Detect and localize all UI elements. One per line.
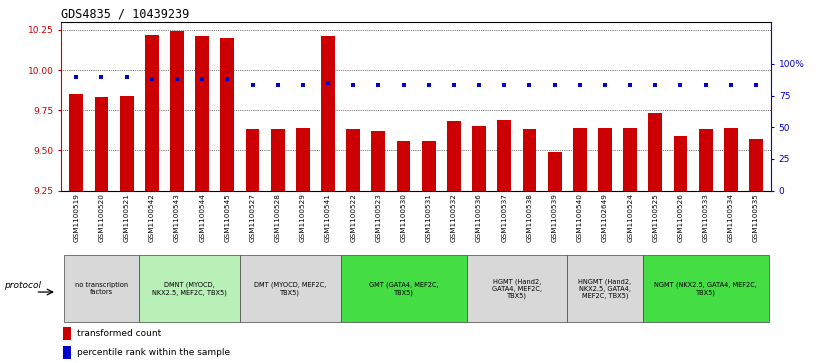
Point — [422, 83, 435, 89]
Point — [95, 74, 108, 79]
Point — [397, 83, 410, 89]
Point — [296, 83, 309, 89]
Bar — [698, 130, 712, 191]
Bar — [240, 256, 340, 322]
Text: protocol: protocol — [4, 281, 41, 290]
Bar — [623, 128, 637, 191]
Point — [322, 80, 335, 86]
Bar — [220, 38, 234, 191]
Point — [271, 83, 284, 89]
Text: DMNT (MYOCD,
NKX2.5, MEF2C, TBX5): DMNT (MYOCD, NKX2.5, MEF2C, TBX5) — [152, 282, 227, 295]
Bar — [673, 136, 687, 191]
Text: GMT (GATA4, MEF2C,
TBX5): GMT (GATA4, MEF2C, TBX5) — [369, 282, 438, 295]
Point — [574, 83, 587, 89]
Bar — [120, 96, 134, 191]
Bar — [170, 32, 184, 191]
Bar — [371, 131, 385, 191]
Point — [472, 83, 486, 89]
Point — [548, 83, 561, 89]
Bar — [140, 256, 240, 322]
Bar — [63, 346, 71, 359]
Bar — [497, 120, 511, 191]
Point — [120, 74, 133, 79]
Point — [749, 83, 762, 89]
Bar — [397, 141, 410, 191]
Text: no transcription
factors: no transcription factors — [75, 282, 128, 295]
Point — [70, 74, 83, 79]
Bar — [573, 128, 587, 191]
Text: HGMT (Hand2,
GATA4, MEF2C,
TBX5): HGMT (Hand2, GATA4, MEF2C, TBX5) — [492, 278, 542, 299]
Text: DMT (MYOCD, MEF2C,
TBX5): DMT (MYOCD, MEF2C, TBX5) — [254, 282, 326, 295]
Point — [649, 83, 662, 89]
Point — [347, 83, 360, 89]
Point — [171, 76, 184, 82]
Bar — [643, 256, 769, 322]
Point — [196, 76, 209, 82]
Bar — [271, 130, 285, 191]
Bar — [64, 256, 140, 322]
Bar — [548, 152, 561, 191]
Point — [598, 83, 611, 89]
Bar — [69, 94, 83, 191]
Bar — [346, 130, 360, 191]
Text: NGMT (NKX2.5, GATA4, MEF2C,
TBX5): NGMT (NKX2.5, GATA4, MEF2C, TBX5) — [654, 282, 757, 295]
Bar — [195, 36, 209, 191]
Bar — [598, 128, 612, 191]
Bar — [522, 130, 536, 191]
Point — [145, 76, 158, 82]
Text: HNGMT (Hand2,
NKX2.5, GATA4,
MEF2C, TBX5): HNGMT (Hand2, NKX2.5, GATA4, MEF2C, TBX5… — [579, 278, 632, 299]
Point — [246, 83, 259, 89]
Bar — [467, 256, 567, 322]
Point — [372, 83, 385, 89]
Bar — [340, 256, 467, 322]
Point — [725, 83, 738, 89]
Bar — [749, 139, 763, 191]
Point — [447, 83, 460, 89]
Point — [498, 83, 511, 89]
Point — [674, 83, 687, 89]
Bar — [296, 128, 310, 191]
Bar — [95, 97, 109, 191]
Bar — [322, 36, 335, 191]
Bar — [246, 130, 259, 191]
Text: GDS4835 / 10439239: GDS4835 / 10439239 — [61, 8, 189, 21]
Point — [221, 76, 234, 82]
Bar — [724, 128, 738, 191]
Text: percentile rank within the sample: percentile rank within the sample — [77, 348, 230, 357]
Bar — [447, 122, 461, 191]
Text: transformed count: transformed count — [77, 329, 161, 338]
Point — [523, 83, 536, 89]
Point — [623, 83, 636, 89]
Bar — [472, 126, 486, 191]
Bar — [145, 34, 159, 191]
Bar — [649, 113, 663, 191]
Bar — [63, 327, 71, 340]
Bar — [422, 141, 436, 191]
Bar — [567, 256, 643, 322]
Point — [699, 83, 712, 89]
